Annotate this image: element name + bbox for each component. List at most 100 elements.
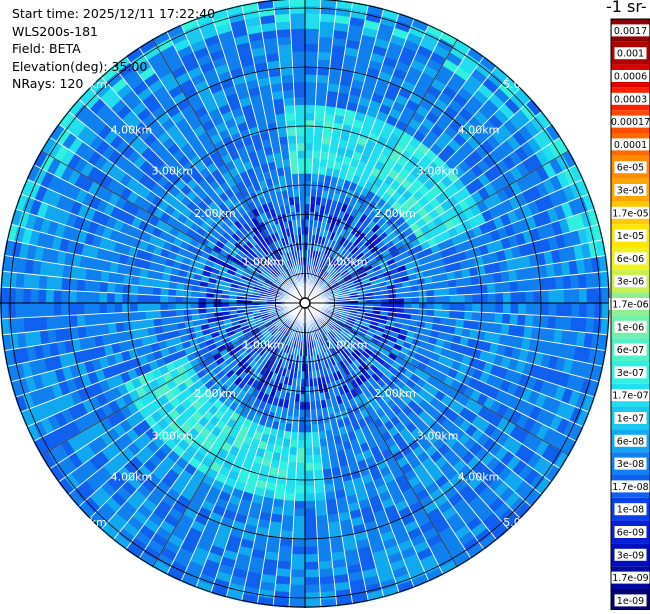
heatmap-cell: [295, 478, 305, 486]
heatmap-cell: [286, 477, 296, 485]
heatmap-cell: [293, 67, 305, 75]
heatmap-cell: [84, 303, 92, 315]
heatmap-cell: [53, 290, 61, 303]
heatmap-cell: [23, 317, 32, 332]
heatmap-cell: [471, 276, 480, 286]
heatmap-cell: [160, 288, 168, 296]
heatmap-cell: [434, 303, 442, 310]
heatmap-cell: [318, 546, 332, 555]
heatmap-cell: [299, 410, 305, 418]
heatmap-cell: [564, 289, 572, 303]
heatmap-cell: [281, 75, 293, 84]
colorbar-tick-label: 0.00017: [611, 117, 650, 128]
heatmap-cell: [99, 313, 107, 324]
heatmap-cell: [315, 493, 326, 501]
heatmap-cell: [486, 322, 495, 333]
range-label: 3.00km: [417, 164, 459, 177]
range-label: 5.00km: [503, 516, 545, 529]
range-label: 1.00km: [326, 255, 368, 268]
heatmap-cell: [594, 287, 602, 303]
heatmap-cell: [442, 310, 450, 318]
heatmap-cell: [471, 321, 480, 331]
heatmap-cell: [305, 59, 318, 67]
heatmap-cell: [305, 158, 313, 166]
heatmap-cell: [412, 297, 420, 303]
heatmap-cell: [290, 13, 305, 21]
heatmap-cell: [312, 158, 320, 166]
range-label: 5.00km: [65, 516, 107, 529]
heatmap-cell: [479, 284, 487, 294]
heatmap-cell: [295, 493, 305, 501]
heatmap-cell: [92, 281, 101, 293]
heatmap-cell: [317, 59, 330, 68]
heatmap-cell: [274, 591, 290, 600]
heatmap-cell: [320, 584, 336, 593]
heatmap-cell: [276, 21, 291, 30]
heatmap-cell: [291, 570, 305, 578]
heatmap-cell: [292, 539, 305, 547]
heatmap-cell: [286, 120, 296, 128]
heatmap-cell: [122, 312, 130, 322]
heatmap-cell: [31, 289, 39, 303]
heatmap-cell: [279, 52, 293, 61]
heatmap-cell: [525, 279, 534, 291]
heatmap-cell: [46, 276, 55, 290]
heatmap-cell: [305, 105, 315, 113]
heatmap-cell: [107, 293, 115, 303]
heatmap-cell: [296, 128, 305, 136]
heatmap-cell: [305, 51, 318, 59]
heatmap-cell: [305, 577, 320, 585]
heatmap-cell: [305, 562, 319, 570]
heatmap-cell: [533, 291, 541, 303]
heatmap-cell: [305, 0, 321, 6]
heatmap-cell: [412, 303, 420, 309]
heatmap-cell: [317, 538, 330, 547]
heatmap-cell: [305, 402, 311, 410]
heatmap-cell: [296, 463, 305, 471]
heatmap-cell: [464, 311, 472, 320]
heatmap-cell: [282, 515, 294, 524]
heatmap-cell: [317, 75, 329, 84]
heatmap-cell: [107, 313, 115, 324]
heatmap-cell: [299, 189, 305, 197]
heatmap-cell: [287, 470, 297, 478]
heatmap-cell: [293, 82, 305, 90]
heatmap-cell: [463, 320, 472, 330]
heatmap-cell: [53, 303, 61, 316]
heatmap-cell: [486, 273, 495, 284]
heatmap-cell: [318, 553, 332, 562]
heatmap-cell: [138, 277, 147, 287]
heatmap-cell: [305, 173, 312, 181]
heatmap-cell: [587, 303, 595, 318]
heatmap-cell: [305, 44, 319, 52]
heatmap-cell: [39, 317, 48, 331]
heatmap-cell: [321, 0, 337, 7]
heatmap-cell: [305, 166, 312, 174]
heatmap-cell: [548, 277, 557, 291]
heatmap-cell: [291, 562, 305, 570]
heatmap-cell: [322, 461, 332, 470]
heatmap-cell: [153, 295, 161, 303]
heatmap-cell: [319, 576, 334, 585]
heatmap-cell: [46, 289, 54, 303]
heatmap-cell: [305, 36, 319, 44]
heatmap-cell: [323, 469, 333, 478]
heatmap-cell: [292, 547, 305, 555]
heatmap-cell: [312, 432, 320, 440]
heatmap-cell: [153, 287, 161, 295]
range-label: 2.00km: [374, 207, 416, 220]
heatmap-cell: [465, 294, 473, 303]
heatmap-cell: [540, 315, 549, 328]
heatmap-cell: [305, 592, 321, 600]
heatmap-cell: [283, 90, 295, 99]
colorbar-tick-label: 0.0017: [614, 26, 647, 37]
heatmap-cell: [503, 303, 511, 314]
heatmap-cell: [84, 291, 92, 303]
heatmap-cell: [314, 477, 324, 485]
heatmap-cell: [290, 577, 305, 585]
heatmap-cell: [274, 6, 290, 15]
heatmap-cell: [314, 470, 324, 478]
range-label: 2.00km: [194, 387, 236, 400]
heatmap-cell: [295, 105, 305, 113]
heatmap-cell: [487, 313, 495, 323]
